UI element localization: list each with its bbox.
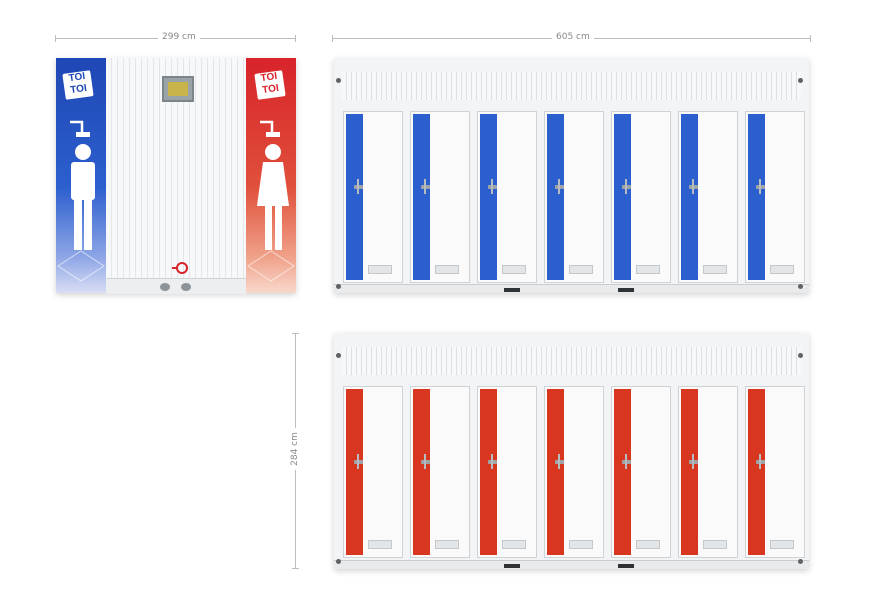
dimension-tick [332, 35, 333, 42]
door-color-stripe [547, 389, 564, 555]
shower-cabin-door [410, 386, 470, 558]
door-handle-icon [354, 454, 363, 469]
power-connector-icon [172, 262, 188, 274]
door-color-stripe [614, 389, 631, 555]
door-color-stripe [346, 389, 363, 555]
drain-outlet-icon [160, 283, 170, 291]
man-shower-icon [57, 120, 105, 282]
door-vent-plate [502, 265, 526, 274]
door-handle-icon [421, 454, 430, 469]
forklift-slot [618, 564, 634, 568]
shower-cabin-door [343, 386, 403, 558]
door-handle-icon [689, 179, 698, 194]
door-color-stripe [413, 114, 430, 280]
corner-bolt-icon [336, 559, 341, 564]
door-handle-icon [622, 179, 631, 194]
door-color-stripe [413, 389, 430, 555]
container-front-view-women [334, 333, 809, 569]
shower-cabin-door [745, 111, 805, 283]
container-base [334, 284, 809, 293]
door-vent-plate [368, 540, 392, 549]
shower-cabin-door [611, 111, 671, 283]
control-panel-display [162, 76, 194, 102]
door-color-stripe [480, 114, 497, 280]
shower-cabin-door [477, 386, 537, 558]
woman-shower-icon [247, 120, 295, 282]
door-color-stripe [346, 114, 363, 280]
door-color-stripe [748, 389, 765, 555]
door-vent-plate [368, 265, 392, 274]
door-color-stripe [748, 114, 765, 280]
corner-bolt-icon [798, 78, 803, 83]
door-color-stripe [681, 389, 698, 555]
men-shower-panel: TOI TOI [56, 58, 106, 293]
women-shower-panel: TOI TOI [246, 58, 296, 293]
door-color-stripe [480, 389, 497, 555]
corner-bolt-icon [336, 78, 341, 83]
forklift-slot [618, 288, 634, 292]
toitoi-logo: TOI TOI [254, 70, 286, 100]
dimension-tick [292, 568, 299, 569]
door-handle-icon [756, 179, 765, 194]
door-handle-icon [488, 179, 497, 194]
door-vent-plate [703, 265, 727, 274]
dimension-height-label: 284 cm [289, 428, 300, 470]
dimension-tick [295, 35, 296, 42]
shower-cabin-door [611, 386, 671, 558]
corner-bolt-icon [798, 353, 803, 358]
corner-bolt-icon [798, 559, 803, 564]
dimension-tick [292, 333, 299, 334]
door-handle-icon [689, 454, 698, 469]
drain-outlet-icon [181, 283, 191, 291]
door-handle-icon [756, 454, 765, 469]
door-vent-plate [703, 540, 727, 549]
door-vent-plate [770, 540, 794, 549]
door-handle-icon [354, 179, 363, 194]
toitoi-logo: TOI TOI [62, 70, 94, 100]
shower-cabin-door [678, 386, 738, 558]
shower-cabin-door [745, 386, 805, 558]
door-handle-icon [421, 179, 430, 194]
door-handle-icon [488, 454, 497, 469]
corner-bolt-icon [798, 284, 803, 289]
door-handle-icon [555, 179, 564, 194]
side-base [106, 278, 246, 294]
dimension-tick [810, 35, 811, 42]
dimension-tick [55, 35, 56, 42]
door-color-stripe [614, 114, 631, 280]
door-handle-icon [622, 454, 631, 469]
roof-ribs [342, 72, 801, 100]
door-vent-plate [636, 540, 660, 549]
door-color-stripe [547, 114, 564, 280]
shower-cabin-door [410, 111, 470, 283]
door-vent-plate [435, 265, 459, 274]
shower-cabin-door [544, 386, 604, 558]
door-vent-plate [435, 540, 459, 549]
door-vent-plate [569, 540, 593, 549]
roof-ribs [342, 347, 801, 375]
door-handle-icon [555, 454, 564, 469]
forklift-slot [504, 288, 520, 292]
shower-cabin-door [678, 111, 738, 283]
container-side-view: TOI TOI TOI TOI [56, 58, 296, 294]
corner-bolt-icon [336, 284, 341, 289]
door-vent-plate [770, 265, 794, 274]
container-base [334, 560, 809, 569]
shower-cabin-door [477, 111, 537, 283]
door-vent-plate [636, 265, 660, 274]
shower-cabin-door [343, 111, 403, 283]
door-color-stripe [681, 114, 698, 280]
shower-cabin-door [544, 111, 604, 283]
corner-bolt-icon [336, 353, 341, 358]
dimension-width-label: 299 cm [158, 32, 200, 42]
door-vent-plate [569, 265, 593, 274]
container-front-view-men [334, 58, 809, 293]
forklift-slot [504, 564, 520, 568]
dimension-length-label: 605 cm [552, 32, 594, 42]
door-vent-plate [502, 540, 526, 549]
